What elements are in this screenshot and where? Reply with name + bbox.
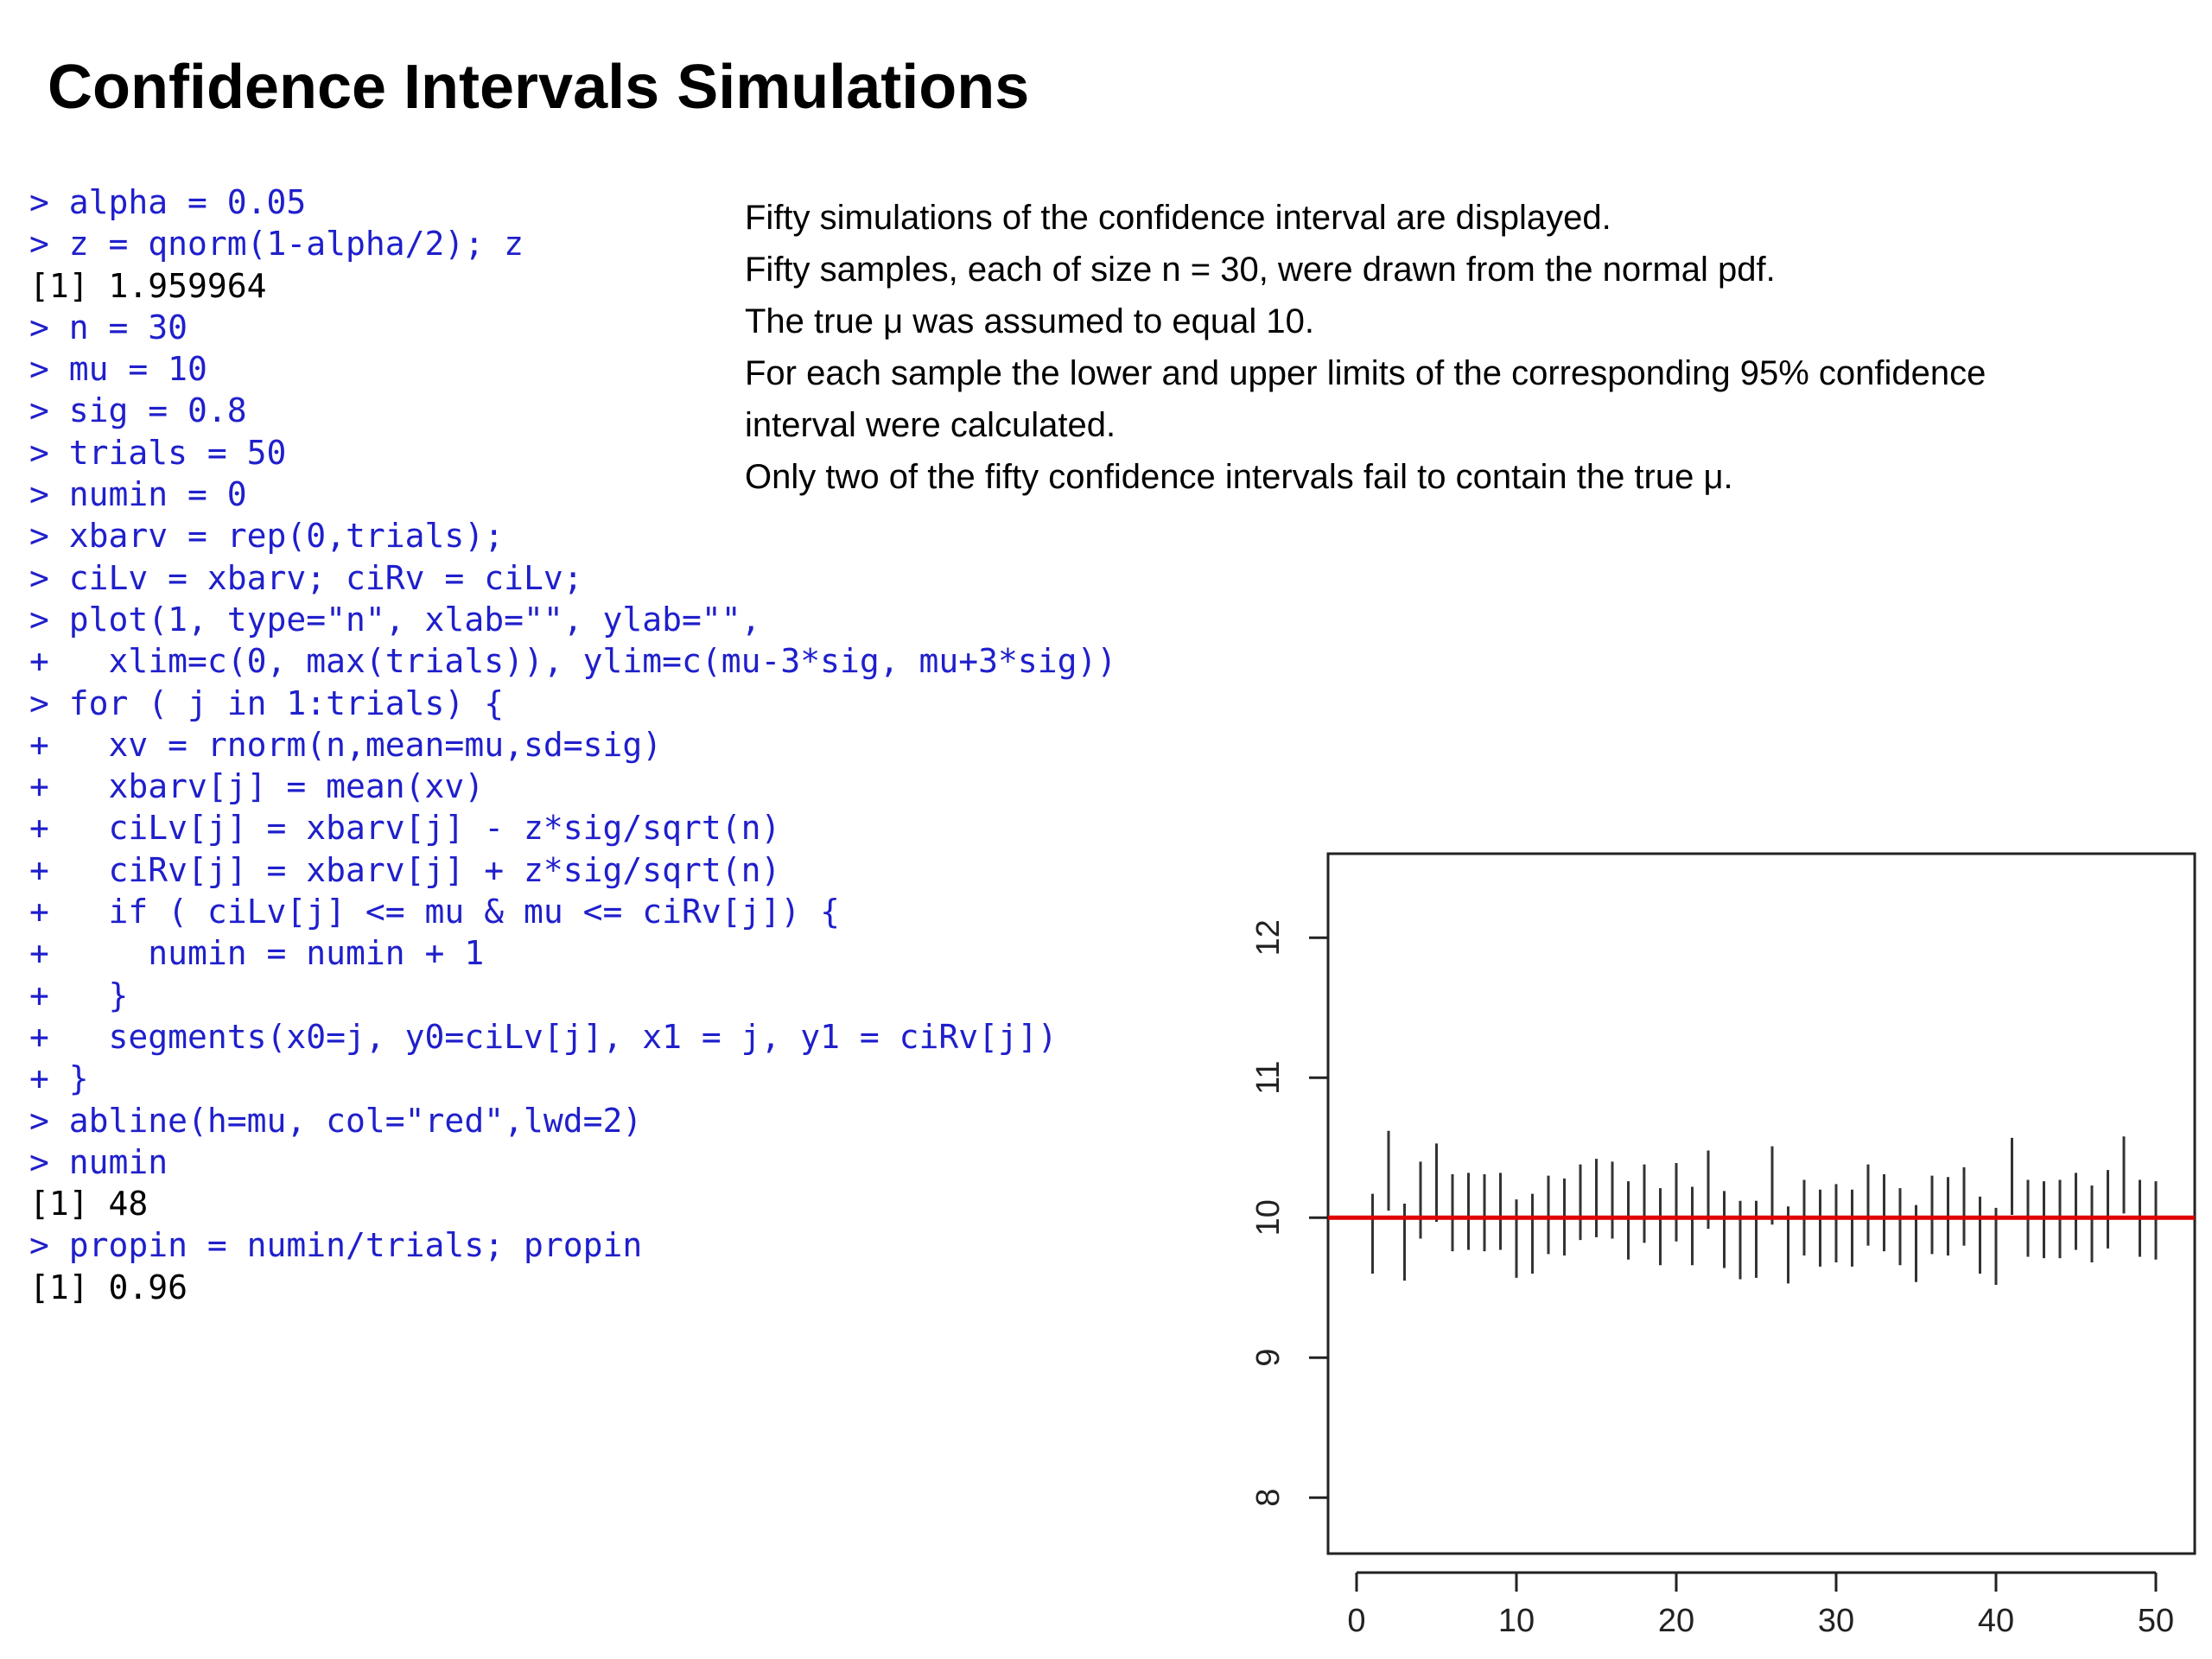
y-tick-label: 8 <box>1250 1489 1287 1507</box>
code-input-line: > abline(h=mu, col="red",lwd=2) <box>29 1101 643 1140</box>
x-tick-label: 20 <box>1658 1603 1694 1639</box>
y-tick-label: 9 <box>1250 1349 1287 1367</box>
y-axis: 8 9 10 11 12 <box>1250 919 1328 1507</box>
code-input-line: > trials = 50 <box>29 433 287 472</box>
code-input-line: > propin = numin/trials; propin <box>29 1226 643 1265</box>
code-input-line: > numin <box>29 1142 168 1181</box>
code-input-line: > for ( j in 1:trials) { <box>29 683 505 722</box>
page-title: Confidence Intervals Simulations <box>48 53 1030 122</box>
plot-frame <box>1326 852 2196 1555</box>
code-input-line: + xv = rnorm(n,mean=mu,sd=sig) <box>29 725 663 764</box>
code-output-line: [1] 1.959964 <box>29 266 267 305</box>
code-input-line: + xbarv[j] = mean(xv) <box>29 767 485 806</box>
code-input-line: > z = qnorm(1-alpha/2); z <box>29 225 524 264</box>
code-input-line: > alpha = 0.05 <box>29 183 307 221</box>
y-tick-label: 12 <box>1250 919 1287 956</box>
interval-segments <box>1371 1130 2158 1285</box>
r-code-console: > alpha = 0.05 > z = qnorm(1-alpha/2); z[… <box>29 181 1116 1308</box>
x-tick-label: 40 <box>1978 1603 2014 1639</box>
code-input-line: > n = 30 <box>29 308 188 346</box>
code-output-line: [1] 0.96 <box>29 1268 188 1306</box>
description-line: interval were calculated. <box>745 406 1116 444</box>
code-output-line: [1] 48 <box>29 1185 149 1224</box>
code-input-line: + } <box>29 976 129 1014</box>
y-tick-label: 11 <box>1250 1060 1287 1094</box>
code-input-line: + } <box>29 1059 89 1098</box>
code-input-line: + numin = numin + 1 <box>29 934 485 973</box>
x-tick-label: 30 <box>1818 1603 1854 1639</box>
code-input-line: > sig = 0.8 <box>29 391 247 430</box>
y-tick-label: 10 <box>1250 1199 1287 1236</box>
code-input-line: > plot(1, type="n", xlab="", ylab="", <box>29 600 761 639</box>
code-input-line: + segments(x0=j, y0=ciLv[j], x1 = j, y1 … <box>29 1017 1058 1056</box>
code-input-line: > mu = 10 <box>29 350 207 389</box>
x-tick-label: 0 <box>1347 1603 1365 1639</box>
description-line: Fifty samples, each of size n = 30, were… <box>745 251 1776 289</box>
code-input-line: + xlim=c(0, max(trials)), ylim=c(mu-3*si… <box>29 642 1117 681</box>
code-input-line: > numin = 0 <box>29 475 247 514</box>
x-tick-label: 50 <box>2138 1603 2174 1639</box>
x-axis: 0 10 20 30 40 50 <box>1347 1571 2174 1639</box>
description-line: Fifty simulations of the confidence inte… <box>745 199 1611 237</box>
description-line: For each sample the lower and upper limi… <box>745 354 1986 392</box>
code-input-line: + ciLv[j] = xbarv[j] - z*sig/sqrt(n) <box>29 809 781 848</box>
code-input-line: > xbarv = rep(0,trials); <box>29 517 505 556</box>
code-input-line: + if ( ciLv[j] <= mu & mu <= ciRv[j]) { <box>29 893 840 931</box>
code-input-line: > ciLv = xbarv; ciRv = ciLv; <box>29 558 583 597</box>
code-input-line: + ciRv[j] = xbarv[j] + z*sig/sqrt(n) <box>29 850 781 889</box>
description-line: Only two of the fifty confidence interva… <box>745 458 1733 496</box>
description-line: The true μ was assumed to equal 10. <box>745 302 1314 340</box>
x-tick-label: 10 <box>1498 1603 1535 1639</box>
description-text: Fifty simulations of the confidence inte… <box>745 192 1986 503</box>
